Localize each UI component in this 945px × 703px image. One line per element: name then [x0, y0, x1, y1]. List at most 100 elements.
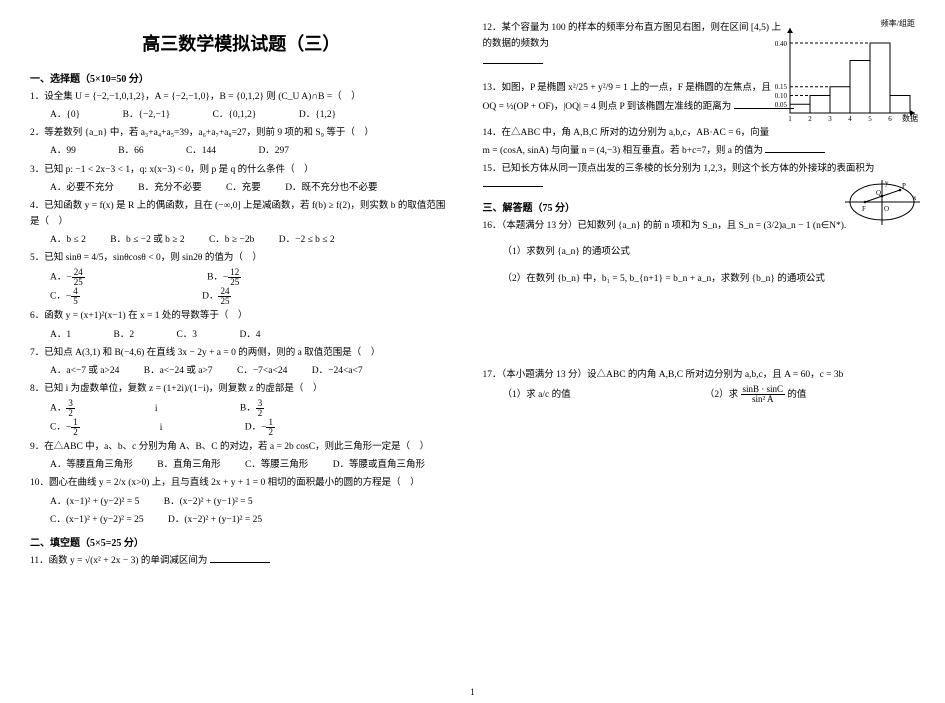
q9: 9．在△ABC 中，a、b、c 分别为角 A、B、C 的对边，若 a = 2b …: [30, 439, 453, 455]
q3-opts: A．必要不充分 B．充分不必要 C．充要 D．既不充分也不必要: [30, 180, 453, 196]
q4b: B．b ≤ −2 或 b ≥ 2: [110, 232, 184, 248]
svg-text:x: x: [913, 194, 917, 202]
q16-1: （1）求数列 {a_n} 的通项公式: [483, 244, 921, 260]
q10d: D．(x−2)² + (y−1)² = 25: [168, 512, 262, 528]
svg-text:y: y: [885, 179, 889, 187]
q11-text: 11．函数 y = √(x² + 2x − 3) 的单调减区间为: [30, 556, 207, 566]
q4: 4．已知函数 y = f(x) 是 R 上的偶函数，且在 (−∞,0] 上是减函…: [30, 198, 453, 230]
hist-bar-6: [890, 96, 910, 114]
q5-opts: A．−2425 B．−1225 C．−45 D．2425: [30, 268, 453, 306]
q4c: C．b ≥ −2b: [209, 232, 254, 248]
q7d: D．−24<a<7: [312, 363, 363, 379]
q6a: A．1: [50, 327, 71, 343]
q8-opts: A．32i B．32 C．−12i D．−12: [30, 399, 453, 437]
svg-text:2: 2: [808, 115, 812, 123]
hist-bar-4: [850, 61, 870, 114]
q17-1: （1）求 a/c 的值: [503, 387, 703, 403]
q9-opts: A．等腰直角三角形 B．直角三角形 C．等腰三角形 D．等腰或直角三角形: [30, 457, 453, 473]
q1: 1．设全集 U = {−2,−1,0,1,2}，A = {−2,−1,0}，B …: [30, 89, 453, 105]
q8a: A．32i: [50, 399, 198, 418]
q8b: B．32: [240, 399, 344, 418]
q17-2-suf: 的值: [787, 390, 806, 400]
q4-opts: A．b ≤ 2 B．b ≤ −2 或 b ≥ 2 C．b ≥ −2b D．−2 …: [30, 232, 453, 248]
svg-text:P: P: [902, 182, 906, 190]
q5d: D．2425: [202, 287, 311, 306]
q10c: C．(x−1)² + (y−2)² = 25: [50, 512, 144, 528]
q3d: D．既不充分也不必要: [285, 180, 377, 196]
q4a: A．b ≤ 2: [50, 232, 86, 248]
q2b: B．66: [118, 143, 143, 159]
svg-text:0.15: 0.15: [775, 83, 788, 91]
q7-opts: A．a<−7 或 a>24 B．a<−24 或 a>7 C．−7<a<24 D．…: [30, 363, 453, 379]
svg-text:4: 4: [848, 115, 852, 123]
q8: 8．已知 i 为虚数单位，复数 z = (1+2i)/(1−i)，则复数 z 的…: [30, 381, 453, 397]
q1b: B．{−2,−1}: [123, 107, 171, 123]
q8d: D．−12: [245, 418, 355, 437]
q7a: A．a<−7 或 a>24: [50, 363, 119, 379]
q8c: C．−12i: [50, 418, 202, 437]
q6-opts: A．1 B．2 C．3 D．4: [30, 327, 453, 343]
q10-opts-row1: A．(x−1)² + (y−2)² = 5 B．(x−2)² + (y−1)² …: [30, 494, 453, 510]
q7: 7．已知点 A(3,1) 和 B(−4,6) 在直线 3x − 2y + a =…: [30, 345, 453, 361]
hist-bar-5: [870, 43, 890, 113]
section2-head: 二、填空题（5×5=25 分）: [30, 534, 453, 549]
q9b: B．直角三角形: [157, 457, 220, 473]
q16-2: （2）在数列 {b_n} 中，b₁ = 5, b_{n+1} = b_n + a…: [483, 271, 921, 287]
q9a: A．等腰直角三角形: [50, 457, 133, 473]
q3a: A．必要不充分: [50, 180, 114, 196]
q10a: A．(x−1)² + (y−2)² = 5: [50, 494, 139, 510]
right-column: 12．某个容量为 100 的样本的频率分布直方图见右图，则在区间 [4,5) 上…: [473, 0, 945, 703]
q4d: D．−2 ≤ b ≤ 2: [279, 232, 335, 248]
q10-opts-row2: C．(x−1)² + (y−2)² = 25 D．(x−2)² + (y−1)²…: [30, 512, 453, 528]
svg-text:0.05: 0.05: [775, 101, 788, 109]
svg-text:F: F: [862, 205, 866, 213]
q5a: A．−2425: [50, 268, 165, 287]
svg-text:1: 1: [788, 115, 792, 123]
q6: 6．函数 y = (x+1)²(x−1) 在 x = 1 处的导数等于（ ）: [30, 308, 453, 324]
q13b-text: OQ = ½(OP + OF)，|OQ| = 4 则点 P 到该椭圆左准线的距离…: [483, 102, 732, 112]
svg-text:3: 3: [828, 115, 832, 123]
hist-ylabel: 频率/组距: [881, 18, 915, 28]
svg-text:O: O: [884, 205, 889, 213]
svg-text:Q: Q: [876, 189, 881, 197]
q11-blank: [210, 553, 270, 563]
q7c: C．−7<a<24: [237, 363, 287, 379]
page-number: 1: [470, 687, 475, 697]
ellipse-diagram: x y P F O Q: [840, 175, 925, 233]
q1c: C．{0,1,2}: [213, 107, 257, 123]
q9d: D．等腰或直角三角形: [333, 457, 425, 473]
q17: 17．（本小题满分 13 分）设△ABC 的内角 A,B,C 所对边分别为 a,…: [483, 367, 921, 383]
section1-head: 一、选择题（5×10=50 分）: [30, 70, 453, 85]
hist-bar-1: [790, 104, 810, 113]
q17-2-pre: （2）求: [705, 390, 738, 400]
q3: 3．已知 p: −1 < 2x−3 < 1，q: x(x−3) < 0，则 p …: [30, 162, 453, 178]
q5c: C．−45: [50, 287, 160, 306]
q12-blank: [483, 54, 543, 64]
q14b-text: m = (cosA, sinA) 与向量 n = (4,−3) 相互垂直。若 b…: [483, 146, 763, 156]
q17-subs: （1）求 a/c 的值 （2）求 sinB · sinCsin² A 的值: [483, 385, 921, 404]
svg-text:0.40: 0.40: [775, 40, 788, 48]
q14-blank: [765, 143, 825, 153]
q9c: C．等腰三角形: [245, 457, 308, 473]
q2: 2．等差数列 {a_n} 中，若 a₃+a₄+a₅=39，a₆+a₇+a₈=27…: [30, 125, 453, 141]
page-title: 高三数学模拟试题（三）: [30, 30, 453, 56]
q2a: A．99: [50, 143, 76, 159]
q2c: C．144: [186, 143, 216, 159]
svg-text:5: 5: [868, 115, 872, 123]
hist-bar-2: [810, 96, 830, 114]
q3b: B．充分不必要: [138, 180, 201, 196]
q6b: B．2: [114, 327, 135, 343]
q12: 12．某个容量为 100 的样本的频率分布直方图见右图，则在区间 [4,5) 上…: [483, 20, 783, 52]
q14b: m = (cosA, sinA) 与向量 n = (4,−3) 相互垂直。若 b…: [483, 143, 921, 159]
hist-xlabel: 数据: [902, 113, 918, 123]
svg-text:6: 6: [888, 115, 892, 123]
q6c: C．3: [176, 327, 197, 343]
q1-opts: A．{0} B．{−2,−1} C．{0,1,2} D．{1,2}: [30, 107, 453, 123]
hist-bar-3: [830, 87, 850, 113]
q1a: A．{0}: [50, 107, 80, 123]
q1d: D．{1,2}: [299, 107, 336, 123]
svg-text:0.10: 0.10: [775, 92, 788, 100]
q10b: B．(x−2)² + (y−1)² = 5: [164, 494, 253, 510]
q2d: D．297: [258, 143, 289, 159]
q3c: C．充要: [226, 180, 261, 196]
